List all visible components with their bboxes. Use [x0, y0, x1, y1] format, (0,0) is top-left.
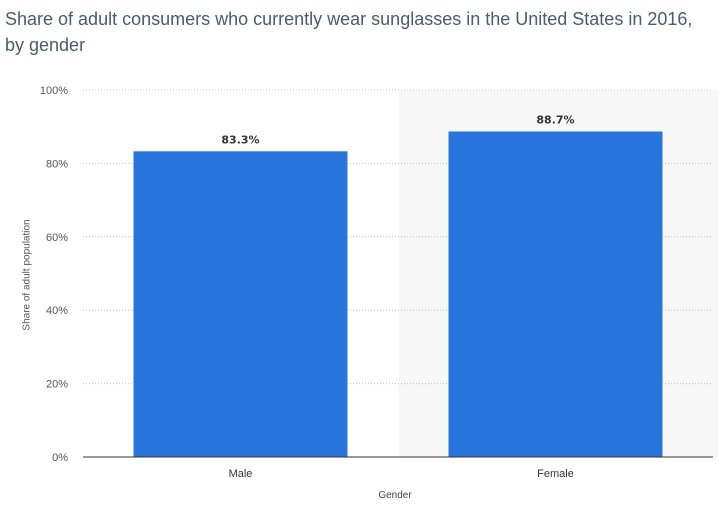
chart-title: Share of adult consumers who currently w…	[5, 9, 693, 55]
x-tick-label: Female	[537, 468, 574, 480]
y-tick-label: 80%	[46, 158, 68, 170]
bar-female	[448, 131, 663, 457]
y-tick-label: 60%	[46, 232, 68, 244]
bar-value-label: 88.7%	[536, 113, 574, 126]
y-tick-label: 20%	[46, 379, 68, 391]
bar-value-label: 83.3%	[221, 133, 259, 146]
x-tick-label: Male	[229, 468, 253, 480]
bar-male	[133, 151, 348, 457]
y-tick-label: 0%	[52, 452, 68, 464]
y-tick-label: 40%	[46, 305, 68, 317]
x-axis-label: Gender	[378, 490, 412, 501]
y-tick-label: 100%	[40, 85, 68, 97]
